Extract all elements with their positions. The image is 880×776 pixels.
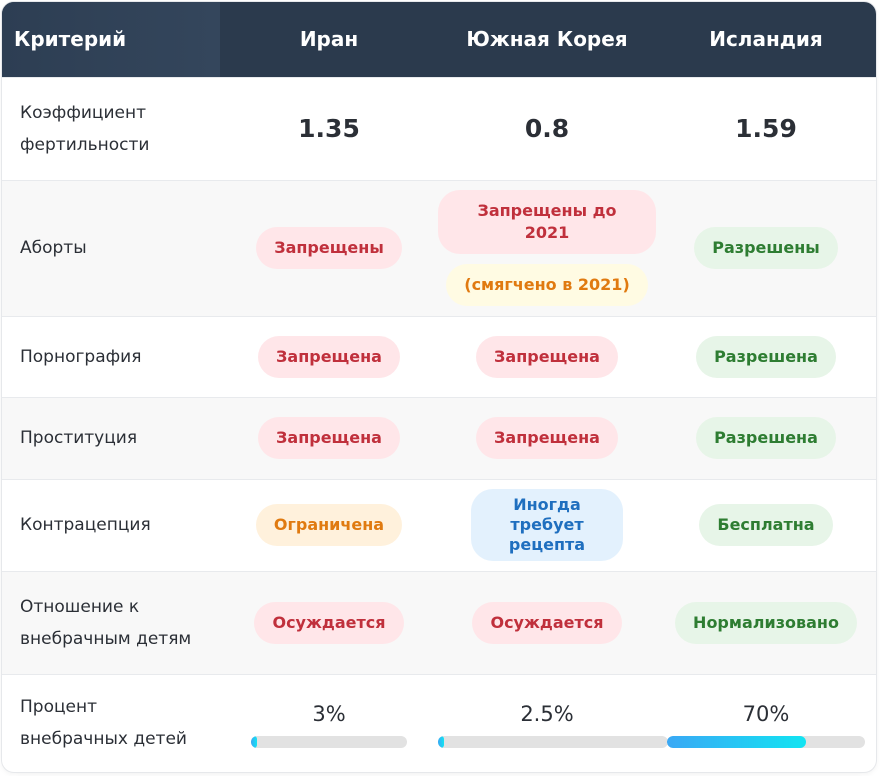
percent-value-iran: 3% bbox=[312, 701, 346, 726]
row-contraception: Контрацепция Ограничена Иногда требует р… bbox=[2, 478, 876, 571]
progress-fill-iran bbox=[251, 735, 257, 748]
progress-fill-korea bbox=[438, 735, 444, 748]
row-percent: Процент внебрачных детей 3% 2.5% 70% bbox=[2, 673, 876, 771]
fertility-value-iceland: 1.59 bbox=[735, 114, 797, 143]
header-country-iran: Иран bbox=[299, 27, 359, 52]
status-badge-pornography-iceland: Разрешена bbox=[696, 335, 836, 378]
status-badge-contraception-iceland: Бесплатна bbox=[699, 504, 833, 546]
status-badge-abortion-iceland: Разрешены bbox=[694, 227, 838, 269]
row-attitude: Отношение к внебрачным детям Осуждается … bbox=[2, 570, 876, 674]
status-badge-pornography-iran: Запрещена bbox=[258, 335, 400, 378]
status-badge-contraception-korea: Иногда требует рецепта bbox=[471, 489, 623, 561]
status-badge-contraception-iran: Ограничена bbox=[255, 504, 403, 546]
status-badge-abortion-korea: Запрещены до 2021 bbox=[438, 190, 656, 254]
status-badge-attitude-iran: Осуждается bbox=[254, 601, 404, 644]
row-label-percent: Процент внебрачных детей bbox=[2, 673, 220, 771]
row-label-abortion: Аборты bbox=[2, 179, 220, 316]
row-label-attitude: Отношение к внебрачным детям bbox=[2, 570, 220, 674]
status-badge-pornography-korea: Запрещена bbox=[476, 335, 618, 378]
row-label-prostitution: Проституция bbox=[2, 396, 220, 479]
percent-value-korea: 2.5% bbox=[520, 701, 574, 726]
row-fertility: Коэффициент фертильности 1.35 0.8 1.59 bbox=[2, 76, 876, 180]
row-label-fertility: Коэффициент фертильности bbox=[2, 76, 220, 180]
progress-bar-iceland bbox=[667, 735, 865, 748]
header-criterion: Критерий bbox=[2, 2, 220, 77]
progress-bar-korea bbox=[438, 735, 668, 748]
table-header-row: Критерий Иран Южная Корея Исландия bbox=[2, 2, 876, 77]
progress-fill-iceland bbox=[667, 735, 806, 748]
status-badge-abortion-iran: Запрещены bbox=[256, 227, 402, 269]
fertility-value-iran: 1.35 bbox=[298, 114, 360, 143]
status-badge-prostitution-iceland: Разрешена bbox=[696, 417, 836, 459]
row-abortion: Аборты Запрещены Запрещены до 2021 (смяг… bbox=[2, 179, 876, 316]
row-label-pornography: Порнография bbox=[2, 315, 220, 397]
percent-value-iceland: 70% bbox=[742, 701, 790, 726]
row-prostitution: Проституция Запрещена Запрещена Разрешен… bbox=[2, 396, 876, 479]
header-country-korea: Южная Корея bbox=[466, 27, 628, 52]
status-badge-attitude-iceland: Нормализовано bbox=[675, 601, 857, 644]
fertility-value-korea: 0.8 bbox=[524, 114, 570, 143]
row-pornography: Порнография Запрещена Запрещена Разрешен… bbox=[2, 315, 876, 397]
status-badge-attitude-korea: Осуждается bbox=[472, 601, 622, 644]
row-label-contraception: Контрацепция bbox=[2, 478, 220, 571]
status-badge-prostitution-korea: Запрещена bbox=[476, 417, 618, 459]
status-note-abortion-korea: (смягчено в 2021) bbox=[446, 264, 648, 306]
progress-bar-iran bbox=[251, 735, 407, 748]
status-badge-prostitution-iran: Запрещена bbox=[258, 417, 400, 459]
header-country-iceland: Исландия bbox=[709, 27, 823, 52]
